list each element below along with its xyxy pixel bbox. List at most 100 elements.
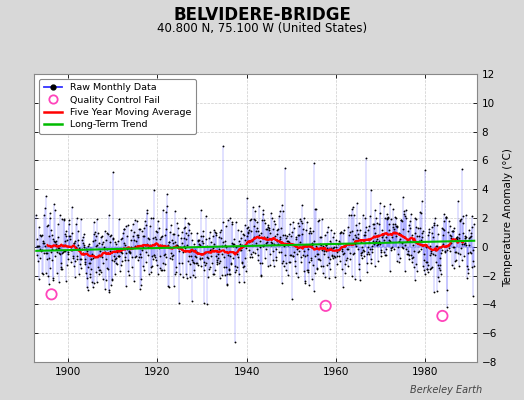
Point	[154, 270, 162, 277]
Point	[162, 254, 171, 260]
Point	[125, 249, 134, 255]
Point	[83, 275, 92, 281]
Point	[378, 234, 386, 240]
Point	[58, 216, 67, 222]
Point	[203, 242, 212, 249]
Point	[224, 217, 232, 223]
Point	[204, 255, 212, 261]
Point	[118, 230, 127, 236]
Point	[278, 280, 286, 286]
Point	[395, 259, 403, 266]
Point	[41, 270, 50, 276]
Point	[297, 218, 305, 224]
Point	[317, 234, 325, 240]
Point	[329, 255, 337, 262]
Point	[179, 225, 188, 232]
Point	[131, 243, 139, 249]
Point	[60, 238, 69, 244]
Point	[50, 238, 58, 244]
Point	[341, 261, 349, 268]
Point	[119, 226, 128, 232]
Point	[159, 260, 168, 266]
Point	[37, 233, 45, 240]
Point	[284, 238, 292, 245]
Point	[414, 225, 422, 232]
Point	[253, 219, 261, 225]
Point	[234, 226, 243, 233]
Point	[403, 238, 411, 244]
Point	[166, 244, 174, 251]
Point	[132, 253, 140, 260]
Point	[236, 235, 245, 242]
Point	[234, 271, 243, 277]
Point	[49, 236, 58, 242]
Point	[303, 219, 311, 226]
Point	[147, 214, 155, 221]
Point	[366, 246, 374, 252]
Point	[322, 242, 331, 248]
Point	[106, 233, 114, 239]
Point	[455, 218, 464, 224]
Point	[148, 263, 156, 269]
Point	[452, 249, 461, 255]
Point	[86, 274, 94, 280]
Point	[180, 243, 188, 249]
Point	[400, 212, 409, 219]
Text: BELVIDERE-BRIDGE: BELVIDERE-BRIDGE	[173, 6, 351, 24]
Point	[422, 244, 430, 250]
Point	[157, 232, 166, 239]
Point	[261, 226, 270, 232]
Point	[312, 250, 321, 257]
Point	[356, 277, 364, 283]
Point	[421, 270, 430, 277]
Legend: Raw Monthly Data, Quality Control Fail, Five Year Moving Average, Long-Term Tren: Raw Monthly Data, Quality Control Fail, …	[39, 79, 196, 134]
Point	[402, 251, 411, 257]
Point	[322, 229, 331, 235]
Point	[259, 207, 267, 213]
Point	[470, 258, 478, 264]
Point	[358, 255, 366, 262]
Point	[219, 239, 227, 245]
Point	[447, 233, 455, 240]
Point	[441, 248, 450, 254]
Text: 40.800 N, 75.100 W (United States): 40.800 N, 75.100 W (United States)	[157, 22, 367, 35]
Point	[77, 216, 85, 222]
Point	[50, 200, 58, 207]
Point	[448, 228, 456, 234]
Point	[111, 271, 119, 278]
Point	[324, 254, 332, 260]
Point	[262, 240, 270, 246]
Point	[345, 231, 354, 238]
Point	[273, 231, 281, 237]
Point	[401, 242, 409, 248]
Point	[164, 242, 172, 248]
Point	[157, 267, 166, 273]
Point	[233, 264, 241, 270]
Point	[359, 232, 368, 238]
Point	[397, 218, 406, 224]
Point	[52, 249, 61, 255]
Point	[151, 228, 160, 234]
Point	[61, 231, 69, 237]
Point	[135, 251, 144, 257]
Point	[217, 251, 226, 258]
Point	[442, 214, 450, 220]
Point	[148, 215, 157, 221]
Point	[453, 234, 461, 240]
Point	[188, 236, 196, 243]
Point	[101, 286, 110, 292]
Point	[195, 241, 203, 247]
Point	[449, 244, 457, 250]
Point	[386, 201, 395, 208]
Point	[384, 214, 392, 220]
Point	[163, 244, 172, 250]
Point	[205, 228, 214, 235]
Point	[222, 264, 231, 270]
Point	[432, 222, 441, 228]
Point	[249, 223, 258, 229]
Point	[314, 251, 322, 257]
Point	[440, 226, 448, 233]
Point	[286, 259, 294, 265]
Point	[279, 208, 287, 214]
Point	[382, 234, 390, 240]
